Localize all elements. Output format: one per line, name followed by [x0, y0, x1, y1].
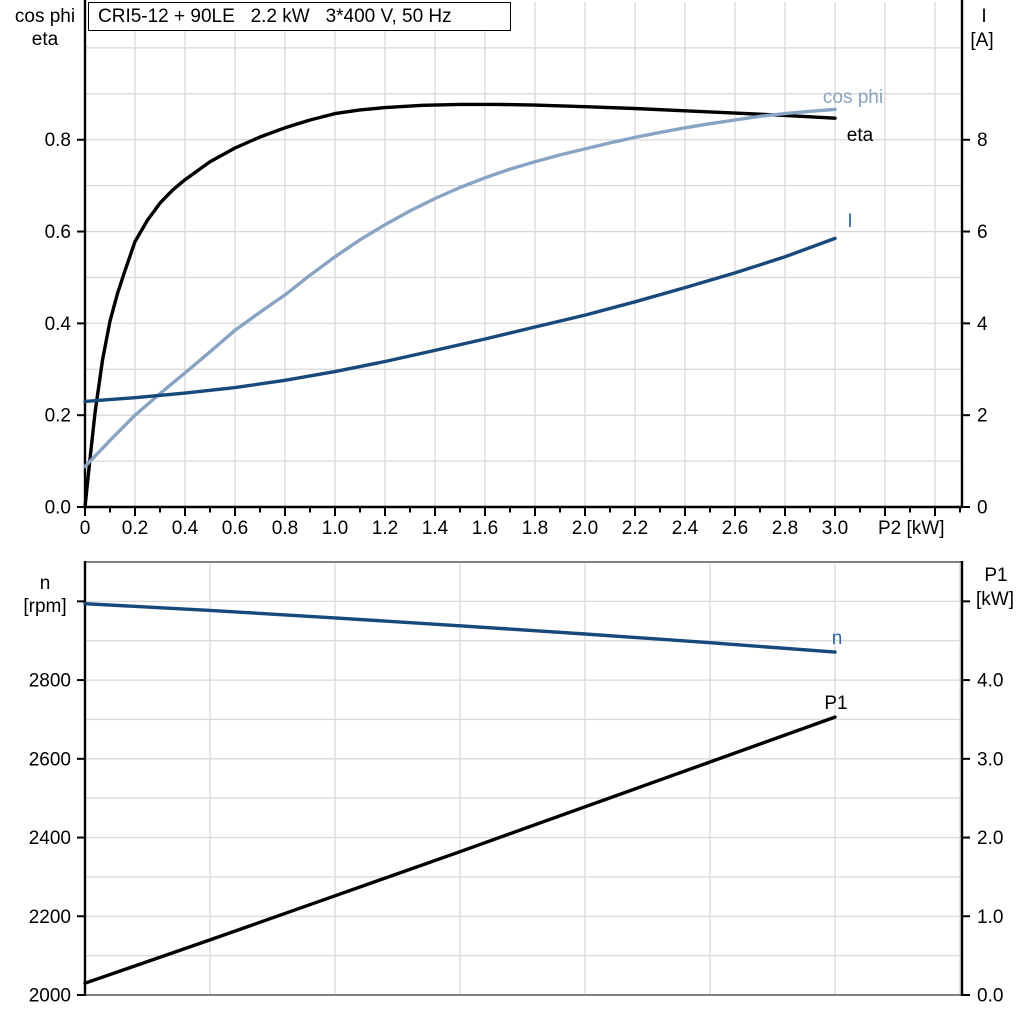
series-I-curve: [83, 236, 837, 404]
x-tick-label: 1.8: [522, 518, 548, 539]
series-n-label: n: [832, 628, 843, 649]
right-axis-header: I: [981, 6, 986, 27]
right-tick-label: 8: [977, 130, 988, 151]
right-tick-label: 1.0: [977, 907, 1003, 928]
x-tick-label: 0.4: [172, 518, 199, 539]
title-box: CRI5-12 + 90LE 2.2 kW 3*400 V, 50 Hz: [88, 2, 511, 31]
left-axis-header: n: [40, 573, 51, 594]
x-axis-title: P2 [kW]: [878, 518, 945, 539]
chart-title: CRI5-12 + 90LE 2.2 kW 3*400 V, 50 Hz: [98, 5, 452, 27]
left-axis-header: [rpm]: [23, 596, 66, 617]
right-tick-label: 3.0: [977, 749, 1003, 770]
x-tick-label: 1.6: [472, 518, 498, 539]
right-tick-label: 6: [977, 222, 988, 243]
x-tick-label: 2.0: [572, 518, 598, 539]
left-tick-label: 0.2: [45, 406, 71, 427]
x-tick-label: 0.8: [272, 518, 298, 539]
left-axis-header: cos phi: [15, 6, 75, 27]
series-cos-phi-curve: [83, 107, 837, 469]
series-I-label: I: [847, 211, 852, 232]
left-tick-label: 2400: [29, 828, 71, 849]
left-tick-label: 0.0: [45, 498, 71, 519]
x-tick-label: 1.2: [372, 518, 398, 539]
series-P1-label: P1: [824, 693, 847, 714]
left-tick-label: 2200: [29, 907, 71, 928]
right-tick-label: 2.0: [977, 828, 1003, 849]
x-tick-label: 2.8: [772, 518, 798, 539]
right-tick-label: 0.0: [977, 986, 1003, 1007]
x-tick-label: 2.2: [622, 518, 648, 539]
right-axis-header: [A]: [970, 30, 993, 51]
right-axis-header: P1: [984, 565, 1007, 586]
right-tick-label: 4: [977, 314, 988, 335]
right-tick-label: 0: [977, 498, 988, 519]
series-eta-curve: [83, 102, 837, 509]
x-tick-label: 2.6: [722, 518, 748, 539]
right-axis-header: [kW]: [976, 589, 1014, 610]
x-tick-label: 0: [80, 518, 91, 539]
x-tick-label: 2.4: [672, 518, 699, 539]
series-cos-phi-label: cos phi: [823, 87, 883, 108]
left-tick-label: 0.6: [45, 222, 71, 243]
x-tick-label: 1.4: [422, 518, 449, 539]
left-tick-label: 0.8: [45, 130, 71, 151]
x-tick-label: 3.0: [822, 518, 848, 539]
left-tick-label: 2000: [29, 986, 71, 1007]
right-tick-label: 4.0: [977, 671, 1003, 692]
x-tick-label: 0.2: [122, 518, 148, 539]
right-tick-label: 2: [977, 406, 988, 427]
series-n-curve: [83, 602, 837, 654]
left-axis-header: eta: [32, 29, 59, 50]
x-tick-label: 1.0: [322, 518, 348, 539]
series-eta-label: eta: [847, 125, 874, 146]
series-P1-curve: [83, 715, 837, 985]
x-tick-label: 0.6: [222, 518, 248, 539]
left-tick-label: 0.4: [45, 314, 72, 335]
left-tick-label: 2600: [29, 749, 71, 770]
left-tick-label: 2800: [29, 671, 71, 692]
